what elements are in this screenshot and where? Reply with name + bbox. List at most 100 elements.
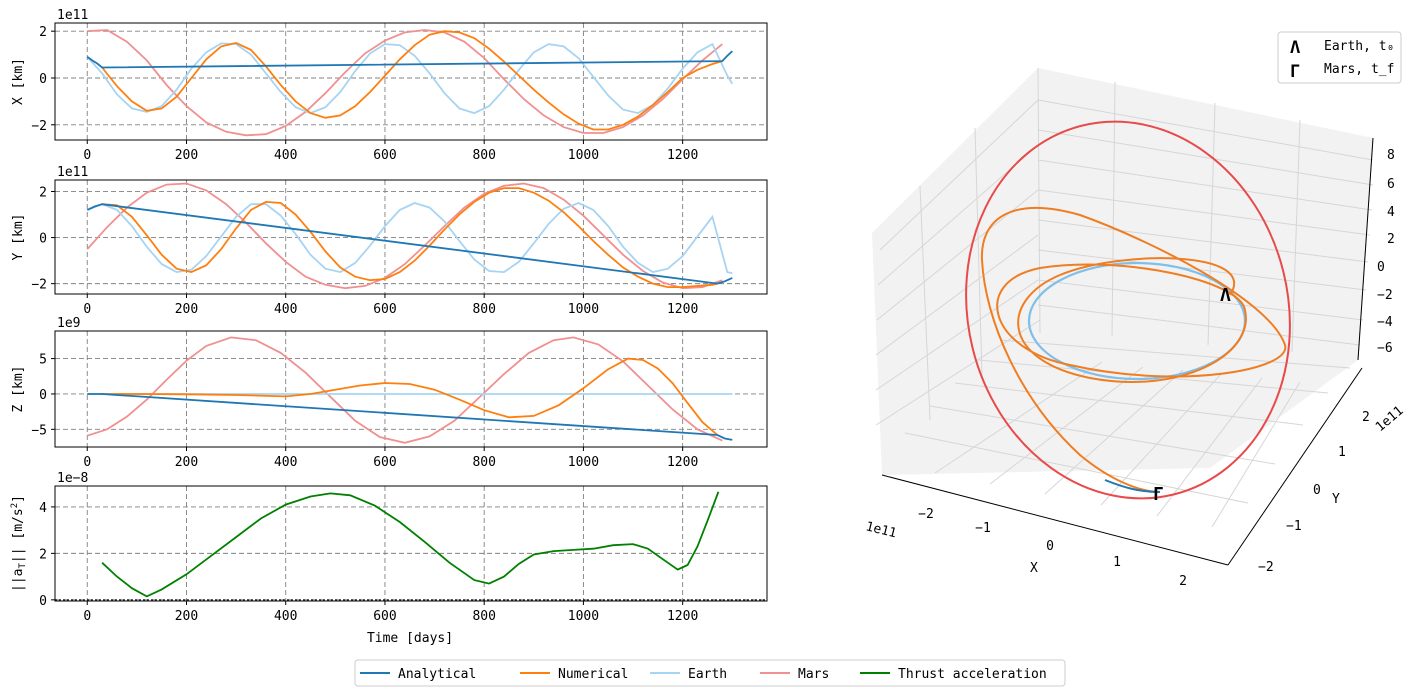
earth-start-marker-icon: Λ bbox=[1220, 285, 1231, 306]
3d-y-tick-label: 0 bbox=[1313, 483, 1321, 498]
x-tick-label: 400 bbox=[274, 302, 297, 317]
3d-y-tick-label: 2 bbox=[1362, 410, 1370, 425]
3d-wall-gridline bbox=[1037, 159, 1373, 211]
x-tick-label: 1000 bbox=[568, 302, 599, 317]
x-tick-label: 800 bbox=[472, 609, 495, 624]
series-numerical-line bbox=[101, 30, 723, 131]
legend-label: Numerical bbox=[558, 667, 628, 682]
panel-x: 0 200 400 600 800 1000 1200 −2 0 2 1e11 X [km] bbox=[11, 8, 768, 163]
x-tick-label: 0 bbox=[83, 609, 91, 624]
3d-wall-gridline bbox=[919, 185, 931, 421]
3d-z-tick-label: 6 bbox=[1387, 177, 1395, 192]
3d-z-tick-label: 4 bbox=[1387, 205, 1395, 220]
3d-legend-box bbox=[1277, 31, 1402, 84]
y-tick-label: −2 bbox=[31, 119, 47, 134]
series-earth-line bbox=[86, 202, 733, 275]
x-tick-label: 0 bbox=[83, 148, 91, 163]
3d-z-tick-label: −2 bbox=[1377, 288, 1393, 303]
y-tick-label: 5 bbox=[39, 353, 47, 368]
time-axis-label: Time [days] bbox=[367, 631, 453, 646]
legend-label: Thrust acceleration bbox=[898, 667, 1047, 682]
legend-label: Analytical bbox=[398, 667, 476, 682]
earth-marker-icon: Λ bbox=[1290, 38, 1300, 58]
offset-label: 1e11 bbox=[57, 8, 88, 23]
axes-frame bbox=[54, 485, 768, 602]
y-axis-label: Y [km] bbox=[11, 214, 26, 261]
3d-wall-gridline bbox=[974, 127, 983, 377]
x-tick-label: 0 bbox=[83, 455, 91, 470]
x-tick-label: 1200 bbox=[667, 455, 698, 470]
3d-floor-gridline bbox=[934, 361, 1103, 474]
offset-label: 1e9 bbox=[57, 316, 80, 331]
y-tick-label: 4 bbox=[39, 501, 47, 516]
3d-z-tick-label: 8 bbox=[1387, 148, 1395, 163]
x-tick-label: 600 bbox=[373, 455, 396, 470]
x-tick-label: 1200 bbox=[667, 609, 698, 624]
3d-x-tick-label: 0 bbox=[1046, 539, 1054, 554]
3d-wall-gridline bbox=[1037, 67, 1041, 334]
3d-y-tick-label: −2 bbox=[1258, 560, 1274, 575]
axes-frame bbox=[54, 330, 768, 448]
panel-thrust: 0 200 400 600 800 1000 1200 0 2 4 1e−8 ||aT|| [m/s2… bbox=[10, 471, 768, 624]
3d-wall-gridline bbox=[1037, 129, 1374, 186]
3d-wall-gridline bbox=[879, 99, 1039, 251]
y-axis-label: Z [km] bbox=[11, 366, 26, 413]
3d-floor-gridline bbox=[999, 339, 1351, 369]
3d-pane bbox=[872, 68, 1373, 475]
series-analytical-line bbox=[86, 203, 733, 285]
bottom-legend-box bbox=[354, 659, 1066, 687]
x-tick-label: 800 bbox=[472, 302, 495, 317]
3d-z-tick-label: 2 bbox=[1387, 232, 1395, 247]
y-tick-label: −5 bbox=[31, 423, 47, 438]
offset-label: 1e−8 bbox=[57, 471, 88, 486]
3d-wall-gridline bbox=[1037, 99, 1374, 161]
x-tick-label: 600 bbox=[373, 609, 396, 624]
x-tick-label: 0 bbox=[83, 302, 91, 317]
3d-wall-gridline bbox=[875, 279, 1039, 391]
y-tick-label: −2 bbox=[31, 278, 47, 293]
3d-z-axis-line bbox=[1357, 137, 1374, 361]
x-tick-label: 600 bbox=[373, 148, 396, 163]
axes-frame bbox=[54, 179, 768, 295]
3d-wall-gridline bbox=[1037, 304, 1361, 346]
3d-wall-gridline bbox=[1037, 279, 1364, 321]
3d-z-tick-label: −4 bbox=[1377, 315, 1393, 330]
3d-floor-gridline bbox=[954, 382, 1304, 426]
offset-label: 1e11 bbox=[57, 165, 88, 180]
3d-z-tick-label: −6 bbox=[1377, 341, 1393, 356]
mars-orbit bbox=[965, 120, 1291, 500]
legend-label: Earth bbox=[688, 667, 727, 682]
series-analytical-line bbox=[86, 50, 733, 69]
x-tick-label: 600 bbox=[373, 302, 396, 317]
x-tick-label: 400 bbox=[274, 455, 297, 470]
3d-wall-gridline bbox=[1037, 249, 1367, 291]
3d-trajectories: ΛΓ bbox=[965, 120, 1291, 505]
y-tick-label: 0 bbox=[39, 232, 47, 247]
series-numerical-line bbox=[102, 357, 718, 436]
x-tick-label: 1000 bbox=[568, 609, 599, 624]
x-tick-label: 400 bbox=[274, 609, 297, 624]
3d-wall-gridline bbox=[1111, 81, 1116, 337]
bottom-legend: Analytical Numerical Earth Mars Thrust accel… bbox=[354, 659, 1066, 687]
series-analytical-line bbox=[87, 393, 733, 441]
series-mars-line bbox=[86, 182, 723, 290]
y-tick-label: 2 bbox=[39, 547, 47, 562]
3d-x-offset-label: 1e11 bbox=[864, 519, 898, 541]
3d-x-axis-label: X bbox=[1030, 561, 1038, 576]
y-axis-label: ||aT|| [m/s2] bbox=[10, 495, 28, 592]
mars-end-marker-icon: Γ bbox=[1153, 484, 1164, 505]
3d-y-axis-label: Y bbox=[1332, 492, 1340, 507]
3d-floor-gridline bbox=[1211, 381, 1301, 528]
series-numerical-line bbox=[102, 187, 718, 289]
x-tick-label: 1200 bbox=[667, 302, 698, 317]
3d-y-offset-label: 1e11 bbox=[1373, 403, 1407, 435]
numerical-trajectory bbox=[980, 206, 1287, 493]
3d-wall-gridline bbox=[1291, 119, 1301, 353]
3d-floor-gridline bbox=[1156, 377, 1263, 517]
series-mars-line bbox=[87, 29, 723, 137]
3d-y-axis-line bbox=[1227, 367, 1363, 566]
mars-marker-icon: Γ bbox=[1290, 62, 1300, 82]
3d-legend: Λ Earth, t₀ Γ Mars, t_f bbox=[1277, 31, 1402, 84]
